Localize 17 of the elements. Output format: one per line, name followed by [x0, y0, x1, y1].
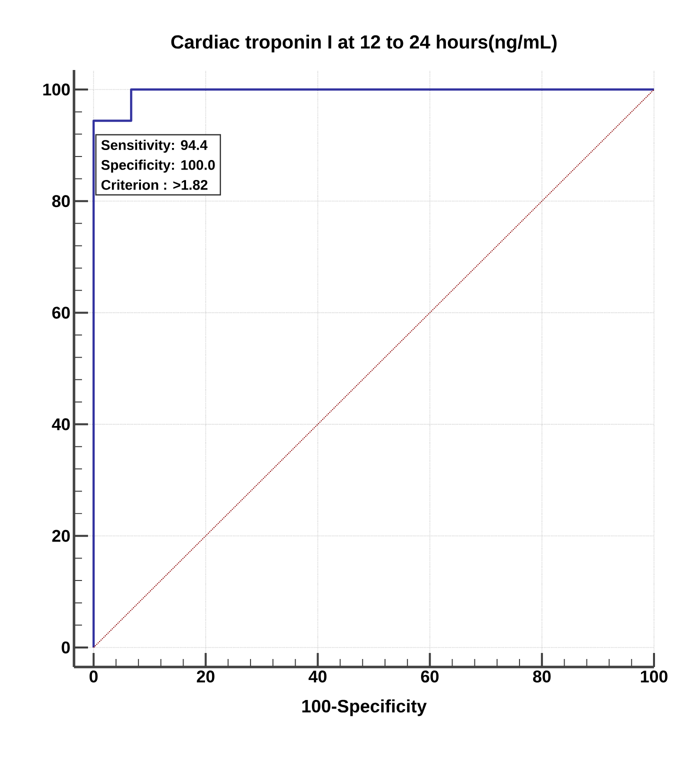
y-tick-label: 40: [52, 418, 70, 430]
x-tick-label: 100: [640, 670, 668, 683]
y-tick-label: 80: [52, 195, 70, 208]
x-tick-label: 60: [421, 670, 439, 683]
annotation: Sensitivity: 94.4: [101, 140, 208, 153]
x-tick-label: 80: [533, 670, 551, 683]
y-tick-label: 60: [52, 306, 70, 319]
annotation: Specificity: 100.0: [101, 160, 215, 173]
y-tick-label: 100: [43, 84, 70, 96]
y-tick-label: 20: [52, 530, 70, 542]
x-tick-label: 0: [90, 670, 98, 683]
x-tick-label: 20: [196, 670, 214, 683]
x-axis-title: 100-Specificity: [302, 699, 427, 716]
chart-title: Cardiac troponin I at 12 to 24 hours(ng/mL): [171, 34, 557, 52]
annotation: Criterion : >1.82: [101, 180, 208, 190]
x-tick-label: 40: [308, 670, 326, 683]
y-tick-label: 0: [62, 641, 70, 654]
